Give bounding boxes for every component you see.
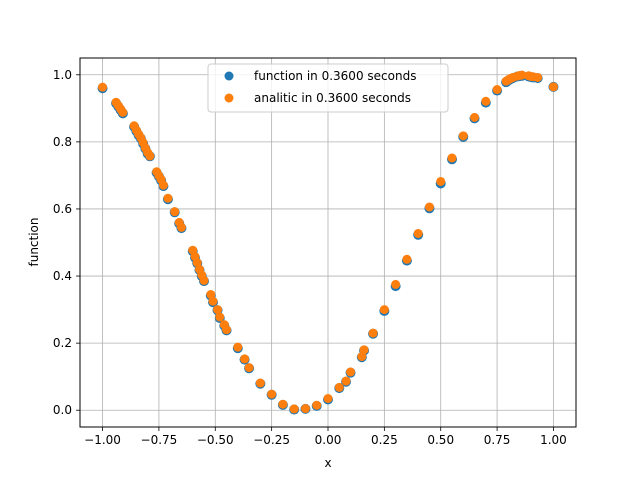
x-tick-label: 0.00 bbox=[315, 433, 342, 447]
analitic-point bbox=[368, 328, 378, 338]
analitic-point bbox=[278, 399, 288, 409]
analitic-point bbox=[222, 325, 232, 335]
x-tick-label: 0.75 bbox=[484, 433, 511, 447]
analitic-point bbox=[379, 305, 389, 315]
y-tick-label: 0.8 bbox=[53, 135, 72, 149]
analitic-point bbox=[481, 96, 491, 106]
x-tick-label: −0.75 bbox=[141, 433, 178, 447]
analitic-point bbox=[341, 376, 351, 386]
analitic-point bbox=[533, 72, 543, 82]
legend-marker-function bbox=[224, 71, 234, 81]
analitic-point bbox=[170, 207, 180, 217]
analitic-point bbox=[359, 345, 369, 355]
analitic-point bbox=[517, 70, 527, 80]
analitic-point bbox=[346, 367, 356, 377]
legend-label-analitic: analitic in 0.3600 seconds bbox=[254, 91, 411, 105]
analitic-point bbox=[470, 112, 480, 122]
analitic-point bbox=[215, 312, 225, 322]
analitic-point bbox=[213, 305, 223, 315]
legend-box bbox=[207, 63, 449, 113]
analitic-point bbox=[176, 222, 186, 232]
x-tick-label: 0.25 bbox=[371, 433, 398, 447]
y-axis-ticks: 0.0 0.2 0.4 0.6 0.8 1.0 bbox=[53, 68, 80, 417]
y-tick-label: 0.2 bbox=[53, 336, 72, 350]
x-tick-label: −1.00 bbox=[84, 433, 121, 447]
analitic-point bbox=[391, 279, 401, 289]
x-tick-label: 1.00 bbox=[540, 433, 567, 447]
analitic-point bbox=[492, 85, 502, 95]
legend: function in 0.3600 seconds analitic in 0… bbox=[207, 63, 449, 113]
analitic-point bbox=[402, 254, 412, 264]
analitic-point bbox=[255, 378, 265, 388]
analitic-point bbox=[244, 363, 254, 373]
x-tick-label: 0.50 bbox=[427, 433, 454, 447]
analitic-point bbox=[199, 275, 209, 285]
analitic-point bbox=[300, 404, 310, 414]
analitic-point bbox=[163, 193, 173, 203]
x-axis-label: x bbox=[324, 456, 331, 470]
analitic-point bbox=[233, 342, 243, 352]
legend-label-function: function in 0.3600 seconds bbox=[254, 69, 416, 83]
analitic-point bbox=[289, 404, 299, 414]
analitic-point bbox=[447, 153, 457, 163]
analitic-point bbox=[267, 389, 277, 399]
analitic-point bbox=[312, 400, 322, 410]
y-axis-label: function bbox=[27, 217, 41, 266]
analitic-point bbox=[323, 393, 333, 403]
x-tick-label: −0.25 bbox=[253, 433, 290, 447]
legend-marker-analitic bbox=[224, 93, 234, 103]
analitic-point bbox=[436, 176, 446, 186]
y-tick-label: 1.0 bbox=[53, 68, 72, 82]
y-tick-label: 0.0 bbox=[53, 403, 72, 417]
x-axis-ticks: −1.00 −0.75 −0.50 −0.25 0.00 0.25 0.50 0.75 1.00 bbox=[84, 427, 567, 447]
analitic-point bbox=[413, 228, 423, 238]
x-tick-label: −0.50 bbox=[197, 433, 234, 447]
y-tick-label: 0.4 bbox=[53, 269, 72, 283]
analitic-point bbox=[158, 180, 168, 190]
analitic-point bbox=[98, 82, 108, 92]
analitic-point bbox=[118, 107, 128, 117]
analitic-point bbox=[145, 151, 155, 161]
analitic-point bbox=[424, 202, 434, 212]
analitic-point bbox=[208, 296, 218, 306]
analitic-point bbox=[240, 354, 250, 364]
analitic-point bbox=[334, 382, 344, 392]
analitic-point bbox=[548, 82, 558, 92]
y-tick-label: 0.6 bbox=[53, 202, 72, 216]
data-points bbox=[97, 70, 559, 415]
analitic-point bbox=[458, 131, 468, 141]
